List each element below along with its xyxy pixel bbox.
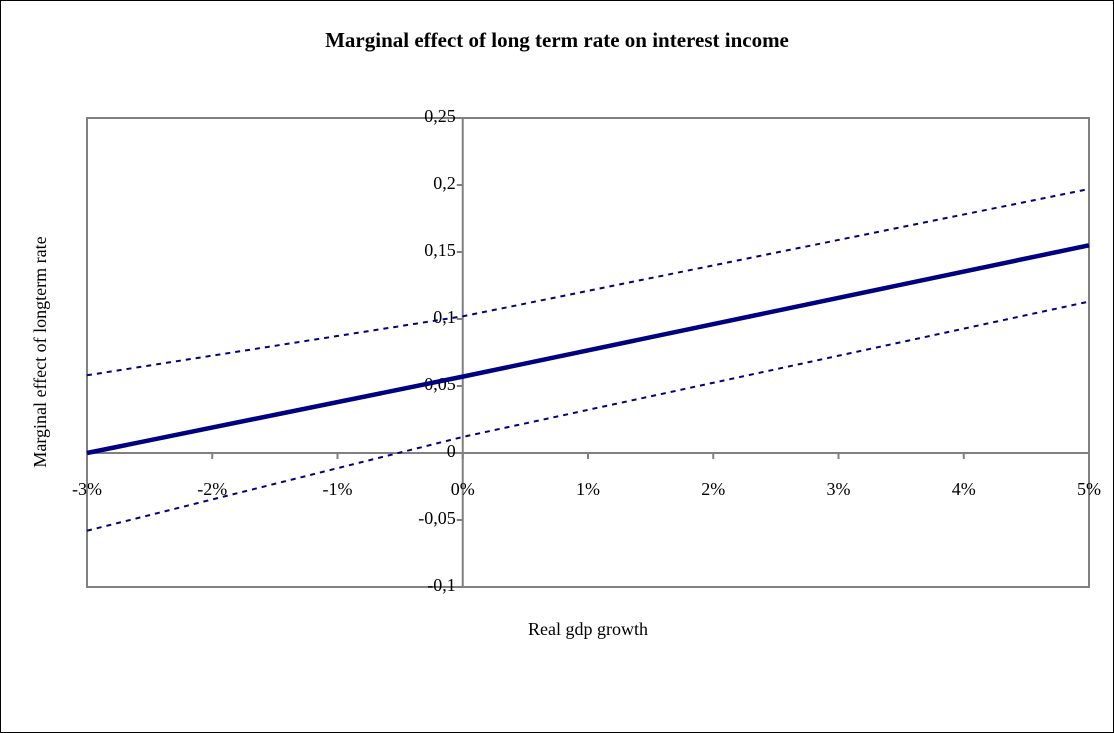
y-tick-label: 0,15 bbox=[424, 240, 456, 260]
series-line bbox=[86, 188, 1090, 377]
x-tick-label: 4% bbox=[952, 479, 976, 499]
x-tick-label: -3% bbox=[72, 479, 102, 499]
x-tick-label: -1% bbox=[323, 479, 353, 499]
series-line bbox=[86, 300, 1090, 532]
x-tick-label: -2% bbox=[197, 479, 227, 499]
y-tick-label: 0,2 bbox=[433, 173, 456, 193]
chart-title: Marginal effect of long term rate on int… bbox=[325, 28, 789, 52]
y-tick-label: 0,25 bbox=[424, 106, 456, 126]
y-tick-label: -0,1 bbox=[427, 575, 456, 595]
x-tick-label: 5% bbox=[1077, 479, 1101, 499]
series-line bbox=[86, 243, 1090, 456]
x-tick-label: 3% bbox=[827, 479, 851, 499]
x-tick-label: 1% bbox=[576, 479, 600, 499]
y-tick-label: -0,05 bbox=[418, 508, 456, 528]
y-axis-label: Marginal effect of longterm rate bbox=[30, 236, 50, 467]
x-tick-label: 0% bbox=[451, 479, 475, 499]
y-tick-label: 0 bbox=[447, 441, 456, 461]
x-tick-label: 2% bbox=[701, 479, 725, 499]
plot-area bbox=[86, 117, 1090, 588]
x-axis-label: Real gdp growth bbox=[528, 619, 648, 639]
y-tick-label: 0,1 bbox=[433, 307, 456, 327]
